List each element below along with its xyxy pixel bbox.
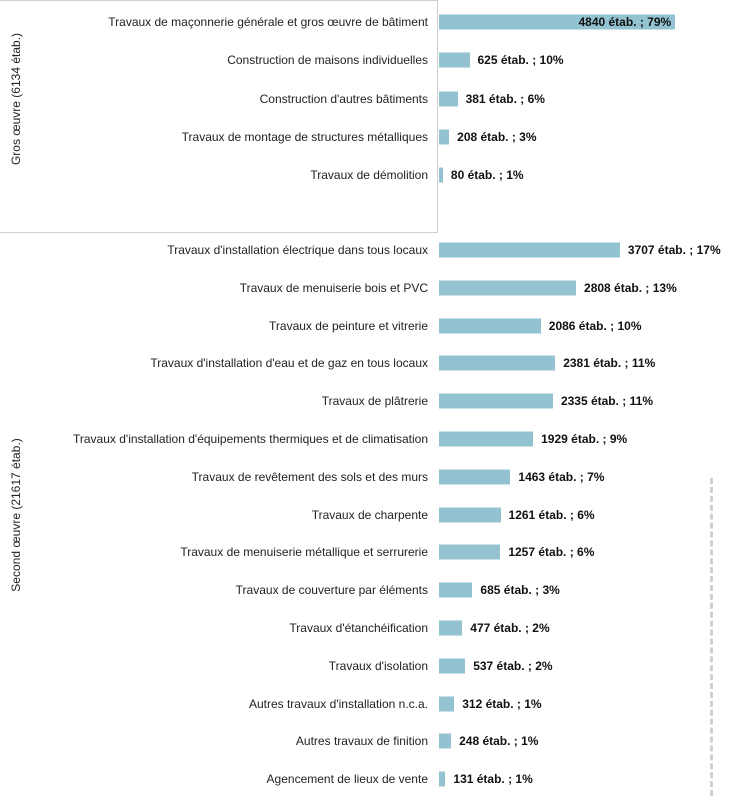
group-label: Gros œuvre (6134 étab.) <box>9 32 23 165</box>
bar <box>439 733 452 749</box>
value-label: 312 étab. ; 1% <box>462 696 542 711</box>
group-label: Second œuvre (21617 étab.) <box>9 437 23 592</box>
value-label: 1257 étab. ; 6% <box>508 545 595 560</box>
category-label: Travaux d'isolation <box>328 658 428 673</box>
category-label: Travaux de menuiserie métallique et serr… <box>180 545 428 560</box>
bar <box>439 582 473 598</box>
value-label: 208 étab. ; 3% <box>457 129 537 144</box>
group-divider <box>0 232 438 233</box>
bar <box>439 469 511 485</box>
bar <box>439 91 458 107</box>
bar <box>439 129 450 145</box>
value-label: 2808 étab. ; 13% <box>584 280 677 295</box>
bar <box>439 696 455 712</box>
bar <box>439 52 470 68</box>
bar <box>439 318 541 334</box>
value-label: 2335 étab. ; 11% <box>560 394 653 409</box>
value-label: 80 étab. ; 1% <box>450 168 524 183</box>
bar <box>439 167 443 183</box>
category-label: Construction de maisons individuelles <box>227 53 428 68</box>
category-label: Travaux de montage de structures métalli… <box>181 129 428 144</box>
value-label: 131 étab. ; 1% <box>453 772 533 787</box>
bar <box>439 242 620 258</box>
category-label: Construction d'autres bâtiments <box>259 91 428 106</box>
category-label: Travaux de couverture par éléments <box>235 583 428 598</box>
bar <box>439 507 501 523</box>
bar <box>439 393 553 409</box>
value-label: 381 étab. ; 6% <box>465 91 545 106</box>
category-label: Travaux de charpente <box>311 507 428 522</box>
bar <box>439 431 534 447</box>
value-label: 537 étab. ; 2% <box>473 658 553 673</box>
bar <box>439 280 577 296</box>
category-label: Travaux de peinture et vitrerie <box>269 318 428 333</box>
top-border <box>0 0 438 1</box>
bar <box>439 14 676 30</box>
bar <box>439 658 466 674</box>
category-label: Travaux d'installation électrique dans t… <box>167 243 428 257</box>
bar <box>439 544 501 560</box>
value-label: 4840 étab. ; 79% <box>578 15 672 29</box>
category-label: Travaux d'étanchéification <box>289 621 428 635</box>
value-label: 477 étab. ; 2% <box>470 621 550 635</box>
category-label: Travaux de menuiserie bois et PVC <box>239 280 428 295</box>
category-label: Travaux de revêtement des sols et des mu… <box>191 469 428 484</box>
bar <box>439 620 463 636</box>
value-label: 1261 étab. ; 6% <box>508 507 595 522</box>
bar <box>439 771 446 787</box>
value-label: 3707 étab. ; 17% <box>627 243 721 257</box>
category-label: Autres travaux d'installation n.c.a. <box>248 696 428 711</box>
category-label: Travaux de plâtrerie <box>321 394 428 409</box>
bar <box>439 355 556 371</box>
value-label: 2086 étab. ; 10% <box>548 318 642 333</box>
value-label: 1463 étab. ; 7% <box>518 469 605 484</box>
group-divider <box>437 0 438 232</box>
value-label: 248 étab. ; 1% <box>459 734 539 749</box>
category-label: Agencement de lieux de vente <box>266 772 428 787</box>
value-label: 685 étab. ; 3% <box>480 583 560 598</box>
category-label: Travaux d'installation d'équipements the… <box>73 432 428 446</box>
category-label: Travaux de maçonnerie générale et gros œ… <box>108 15 428 29</box>
dashed-line <box>710 478 713 796</box>
category-label: Autres travaux de finition <box>295 734 428 749</box>
value-label: 1929 étab. ; 9% <box>541 432 628 446</box>
category-label: Travaux d'installation d'eau et de gaz e… <box>150 356 428 371</box>
value-label: 2381 étab. ; 11% <box>563 356 656 371</box>
category-label: Travaux de démolition <box>310 168 428 183</box>
value-label: 625 étab. ; 10% <box>477 53 564 68</box>
